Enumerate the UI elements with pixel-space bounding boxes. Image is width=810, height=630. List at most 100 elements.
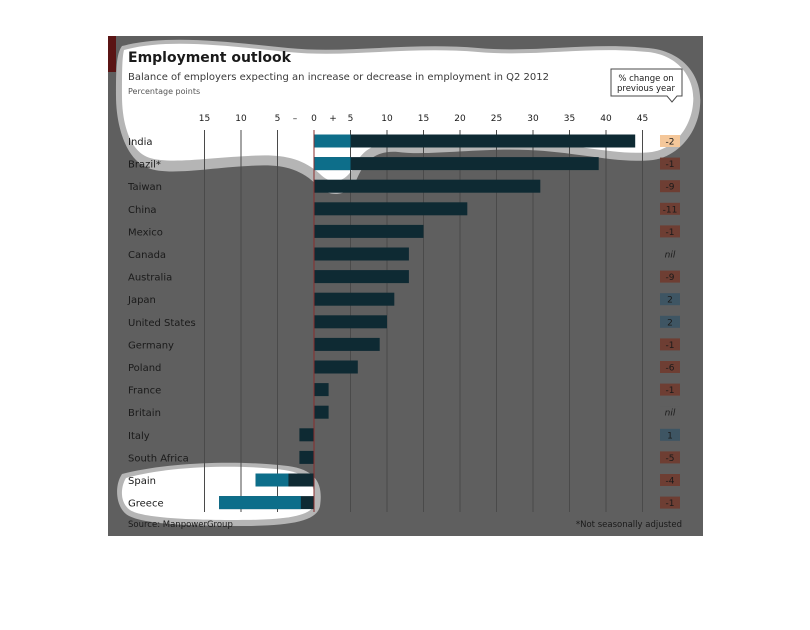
title-accent-bar	[108, 36, 116, 72]
change-value: -2	[666, 138, 675, 148]
change-box	[660, 383, 680, 396]
change-box	[660, 180, 680, 193]
x-tick-label: 10	[235, 114, 247, 124]
category-label: United States	[128, 318, 196, 329]
bar	[314, 270, 409, 284]
x-tick-label: 0	[311, 114, 317, 124]
x-tick-label: 45	[637, 114, 648, 124]
bar	[314, 315, 387, 329]
x-tick-label: 35	[564, 114, 575, 124]
x-tick-label: 10	[381, 114, 393, 124]
x-tick-label: 20	[454, 114, 466, 124]
bar	[299, 450, 314, 464]
bars-layer	[219, 134, 636, 510]
category-label: Germany	[128, 340, 174, 351]
change-box	[660, 496, 680, 509]
change-boxes: -2 -1 -9 -11 -1 nil -9 2 2 -1 -6 -1 nil 1 -5 -4 -1	[660, 135, 680, 509]
change-box	[660, 270, 680, 283]
change-box	[660, 451, 680, 464]
category-label: Australia	[128, 273, 172, 284]
change-header-bracket	[610, 68, 683, 103]
category-label: Spain	[128, 476, 156, 487]
bar	[299, 428, 314, 442]
change-value: -6	[666, 364, 675, 374]
unit-label: Percentage points	[128, 87, 200, 96]
change-value: 2	[667, 318, 673, 328]
change-header-line2: previous year	[617, 84, 676, 94]
chart-title: Employment outlook	[128, 50, 292, 66]
change-value: -1	[666, 341, 675, 351]
bar	[314, 360, 358, 374]
bar	[314, 157, 599, 171]
category-label: Taiwan	[127, 182, 162, 193]
chart-panel: 15 10 5 0 5 10 15 20 25 30 35 40 45 – + India Brazil* Ta…	[108, 36, 703, 536]
change-box	[660, 225, 680, 238]
category-label: Japan	[127, 295, 156, 306]
source-note: Source: ManpowerGroup	[128, 520, 233, 530]
plus-sign: +	[329, 114, 337, 124]
change-box	[660, 361, 680, 373]
category-label: Italy	[128, 431, 150, 442]
change-value: -1	[666, 160, 675, 170]
category-label: Greece	[128, 499, 164, 510]
change-value: -1	[666, 499, 675, 509]
bar	[314, 337, 380, 351]
x-tick-label: 15	[418, 114, 429, 124]
chart-svg: 15 10 5 0 5 10 15 20 25 30 35 40 45 – + India Brazil* Ta…	[108, 36, 701, 530]
change-box	[660, 248, 680, 260]
change-box	[660, 202, 680, 215]
bar-highlight-segment	[219, 496, 301, 510]
change-value: -1	[666, 386, 675, 396]
bar	[314, 202, 468, 216]
change-box	[660, 315, 680, 328]
category-label: Poland	[128, 363, 161, 374]
change-box	[660, 135, 680, 147]
category-label: India	[128, 137, 153, 148]
category-label: China	[128, 205, 157, 216]
change-value: nil	[665, 409, 676, 419]
x-tick-label: 5	[348, 114, 354, 124]
change-box	[660, 406, 680, 419]
change-box	[660, 474, 680, 486]
change-value: 2	[667, 296, 673, 306]
grid-layer	[204, 130, 643, 512]
category-label: Brazil*	[128, 160, 161, 171]
change-value: -11	[663, 205, 678, 215]
chart-subtitle: Balance of employers expecting an increa…	[128, 72, 549, 83]
category-label: Mexico	[128, 227, 163, 238]
change-box	[660, 157, 680, 170]
bar	[314, 134, 636, 148]
bar	[314, 292, 395, 306]
change-box	[660, 293, 680, 306]
bar-highlight-segment	[314, 134, 351, 148]
change-header-line1: % change on	[618, 74, 673, 84]
category-labels: India Brazil* Taiwan China Mexico Canada Austr…	[127, 137, 196, 510]
bar	[314, 405, 329, 419]
category-label: France	[128, 386, 161, 397]
tick-labels: 15 10 5 0 5 10 15 20 25 30 35 40 45 – +	[199, 114, 648, 124]
bar-highlight-segment	[255, 473, 289, 487]
bar	[314, 247, 409, 261]
x-tick-label: 25	[491, 114, 502, 124]
x-tick-label: 5	[275, 114, 281, 124]
change-header: % change on previous year	[610, 68, 683, 103]
bar	[314, 224, 424, 238]
category-label: South Africa	[128, 453, 189, 464]
change-box	[660, 428, 680, 441]
x-tick-label: 40	[600, 114, 612, 124]
change-value: nil	[665, 251, 676, 261]
change-value: -1	[666, 228, 675, 238]
x-tick-label: 15	[199, 114, 210, 124]
x-tick-label: 30	[527, 114, 539, 124]
bar	[314, 383, 329, 397]
category-label: Britain	[128, 408, 161, 419]
bar	[314, 179, 541, 193]
bar-highlight-segment	[314, 157, 351, 171]
change-value: 1	[667, 431, 673, 441]
change-value: -4	[666, 477, 675, 487]
minus-sign: –	[293, 114, 298, 124]
change-value: -9	[666, 183, 675, 193]
footnote: *Not seasonally adjusted	[576, 520, 682, 530]
change-value: -9	[666, 273, 675, 283]
top-highlight	[122, 43, 694, 182]
